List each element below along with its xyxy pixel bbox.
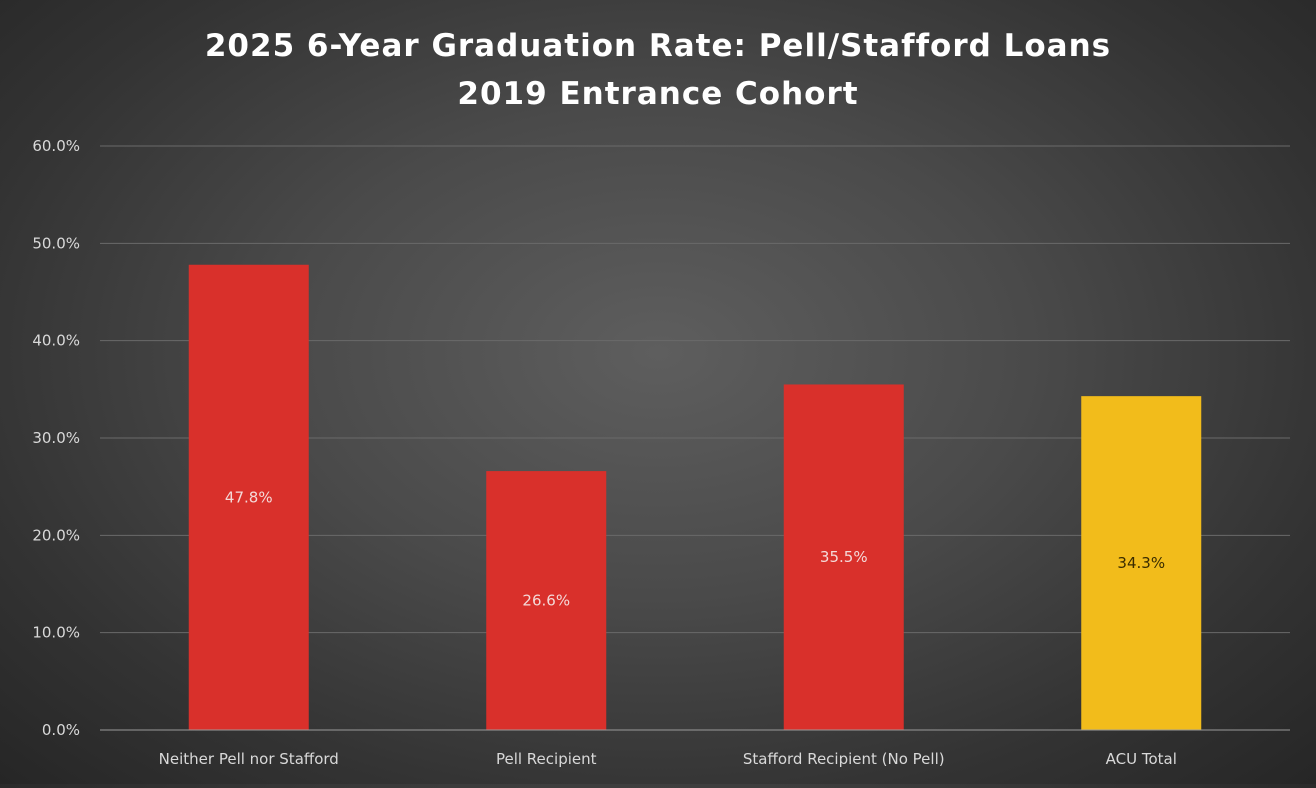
data-label: 26.6% [522,592,570,610]
y-tick-label: 50.0% [32,234,80,252]
category-label: Neither Pell nor Stafford [159,750,339,768]
data-label: 47.8% [225,488,273,506]
bar [188,264,309,730]
bar [1081,396,1202,730]
chart-subtitle: 2019 Entrance Cohort [457,76,858,112]
y-tick-label: 20.0% [32,526,80,544]
y-tick-label: 0.0% [42,721,80,739]
bars [188,264,1202,730]
x-axis-categories: Neither Pell nor Stafford Pell Recipient S… [159,750,1177,768]
y-tick-label: 60.0% [32,137,80,155]
category-label: Stafford Recipient (No Pell) [743,750,945,768]
bar [486,471,607,730]
data-labels: 47.8% 26.6% 35.5% 34.3% [225,488,1165,609]
data-label: 35.5% [820,548,868,566]
category-label: ACU Total [1106,750,1177,768]
category-label: Pell Recipient [496,750,597,768]
y-tick-label: 10.0% [32,624,80,642]
bar [783,384,904,730]
data-label: 34.3% [1117,554,1165,572]
chart-title: 2025 6-Year Graduation Rate: Pell/Staffo… [205,28,1111,64]
y-tick-label: 30.0% [32,429,80,447]
y-tick-label: 40.0% [32,332,80,350]
y-axis-ticks: 0.0% 10.0% 20.0% 30.0% 40.0% 50.0% 60.0% [32,137,80,739]
